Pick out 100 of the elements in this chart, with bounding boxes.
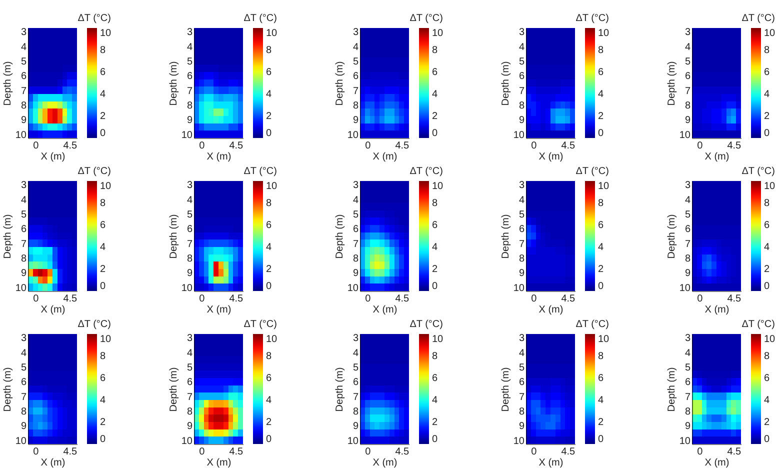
y-tick-label: 3 [352, 27, 359, 38]
x-tick-label: 4.5 [727, 140, 742, 152]
color-bar-label: 8 [764, 351, 770, 362]
x-tick-label: 4.5 [561, 140, 576, 152]
color-bar-label: 0 [764, 434, 770, 445]
y-tick-label: 7 [684, 392, 691, 403]
x-tick-label: 0 [33, 140, 40, 152]
color-bar-label: 10 [100, 181, 112, 192]
x-axis-title: X (m) [206, 304, 232, 316]
x-axis-title: X (m) [206, 152, 232, 162]
y-tick-label: 10 [679, 436, 691, 447]
y-tick-label: 10 [679, 282, 691, 294]
color-bar-label: 4 [432, 242, 438, 253]
color-bar-label: 0 [100, 281, 106, 292]
y-tick-label: 5 [684, 362, 691, 374]
y-tick-label: 7 [186, 238, 193, 250]
x-tick-label: 4.5 [561, 294, 576, 304]
color-bar-label: 4 [598, 242, 604, 253]
y-tick-label: 6 [352, 377, 359, 388]
color-bar-label: 4 [100, 395, 106, 406]
y-tick-label: 9 [20, 421, 27, 432]
y-tick-label: 9 [684, 268, 691, 280]
color-bar-label: 4 [598, 395, 604, 406]
y-tick-label: 4 [20, 348, 27, 359]
x-tick-label: 0 [531, 140, 538, 152]
color-bar-label: 2 [432, 417, 438, 428]
color-bar-label: 8 [100, 45, 106, 56]
y-tick-label: 10 [347, 282, 359, 294]
color-bar-title: ΔT (°C) [410, 166, 443, 177]
y-tick-label: 5 [20, 56, 27, 68]
y-tick-label: 7 [352, 392, 359, 403]
color-bar-label: 0 [598, 434, 604, 445]
color-bar-label: 0 [598, 128, 604, 139]
y-tick-label: 6 [684, 71, 691, 82]
y-tick-label: 10 [15, 282, 27, 294]
color-bar-label: 6 [764, 67, 770, 78]
y-tick-label: 8 [186, 100, 193, 112]
color-bar-title: ΔT (°C) [78, 166, 111, 177]
y-axis-title: Depth (m) [334, 61, 346, 106]
y-tick-label: 6 [20, 377, 27, 388]
color-bar-label: 8 [598, 198, 604, 209]
y-tick-label: 8 [20, 100, 27, 112]
color-bar-label: 10 [432, 181, 444, 192]
color-bar-label: 8 [432, 198, 438, 209]
y-tick-label: 10 [15, 130, 27, 141]
color-bar-title: ΔT (°C) [410, 13, 443, 24]
color-bar-label: 0 [266, 434, 272, 445]
x-tick-label: 0 [33, 294, 40, 304]
y-tick-label: 7 [186, 86, 193, 97]
y-tick-label: 3 [518, 333, 525, 344]
color-bar-title: ΔT (°C) [576, 166, 609, 177]
y-tick-label: 8 [20, 254, 27, 264]
y-tick-label: 4 [352, 194, 359, 206]
y-tick-label: 3 [684, 27, 691, 38]
color-bar-label: 10 [432, 28, 444, 39]
color-bar-label: 8 [266, 351, 272, 362]
y-tick-label: 5 [518, 56, 525, 68]
color-bar-label: 10 [266, 181, 278, 192]
y-tick-label: 8 [684, 254, 691, 264]
color-bar-label: 0 [432, 128, 438, 139]
color-bar-label: 8 [266, 198, 272, 209]
x-tick-label: 4.5 [229, 294, 244, 304]
x-tick-label: 4.5 [561, 446, 576, 458]
x-tick-label: 0 [199, 140, 206, 152]
y-tick-label: 3 [20, 180, 27, 192]
x-axis-title: X (m) [40, 458, 66, 468]
color-bar-label: 4 [432, 395, 438, 406]
color-bar-label: 10 [266, 334, 278, 345]
y-tick-label: 5 [186, 210, 193, 220]
color-bar-label: 6 [266, 220, 272, 231]
y-tick-label: 3 [20, 27, 27, 38]
color-bar-title: ΔT (°C) [742, 319, 775, 330]
y-tick-label: 6 [352, 71, 359, 82]
y-tick-label: 5 [684, 56, 691, 68]
color-bar-label: 2 [764, 264, 770, 275]
y-tick-label: 10 [513, 130, 525, 141]
color-bar-label: 4 [100, 89, 106, 100]
x-tick-label: 4.5 [229, 140, 244, 152]
y-tick-label: 8 [352, 406, 359, 418]
color-bar-title: ΔT (°C) [78, 319, 111, 330]
x-tick-label: 4.5 [727, 446, 742, 458]
y-tick-label: 6 [684, 377, 691, 388]
color-bar-label: 2 [100, 264, 106, 275]
y-tick-label: 10 [513, 436, 525, 447]
x-tick-label: 0 [199, 294, 206, 304]
color-bar-label: 2 [266, 264, 272, 275]
color-bar-label: 6 [432, 220, 438, 231]
x-axis-title: X (m) [538, 304, 564, 316]
x-tick-label: 4.5 [395, 294, 410, 304]
color-bar-label: 4 [764, 242, 770, 253]
x-tick-label: 0 [33, 446, 40, 458]
y-tick-label: 5 [684, 210, 691, 220]
y-tick-label: 5 [518, 210, 525, 220]
y-axis-title: Depth (m) [334, 214, 346, 259]
y-axis-title: Depth (m) [2, 214, 14, 259]
color-bar-label: 2 [100, 111, 106, 122]
y-tick-label: 5 [186, 56, 193, 68]
color-bar-label: 0 [764, 128, 770, 139]
y-tick-label: 7 [352, 238, 359, 250]
y-tick-label: 9 [186, 268, 193, 280]
